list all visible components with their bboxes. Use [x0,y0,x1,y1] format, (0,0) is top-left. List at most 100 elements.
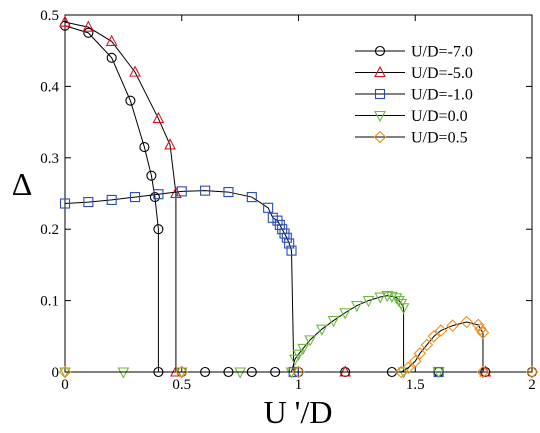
legend-item: U/D=-7.0 [355,44,473,61]
data-point [434,324,448,337]
data-point [476,365,490,379]
data-point [374,292,387,304]
data-point [392,296,405,308]
data-point [263,202,274,213]
data-point [476,326,490,340]
data-point [286,245,297,256]
data-point [149,192,160,203]
y-tick-label: 0.1 [40,294,59,310]
data-point [350,301,363,313]
data-point [59,198,71,209]
data-point [139,142,150,153]
data-point [339,365,352,377]
data-point [327,316,340,328]
data-point [223,187,234,198]
data-point [401,361,415,374]
data-point [175,365,189,379]
x-tick-label: 0.5 [172,377,191,393]
data-point [339,308,352,320]
data-point [125,95,136,106]
data-point [176,186,187,197]
data-point [362,296,375,308]
data-point [446,319,459,332]
data-point [82,20,95,32]
legend-marker [374,45,386,57]
legend-label: U/D=-5.0 [411,65,473,82]
series-line [64,190,439,373]
data-point [390,293,403,305]
data-point [413,347,427,360]
legend-marker [374,65,386,78]
y-tick-label: 0 [52,365,60,381]
series-line [65,295,439,373]
data-point [130,192,141,203]
legend-item: U/D=0.0 [355,108,468,125]
data-point [284,238,295,249]
data-series-layer [58,15,539,379]
data-point [432,367,445,379]
data-point [146,170,157,181]
legend-item: U/D=0.5 [355,130,468,147]
data-point [59,15,71,27]
series-3 [59,185,444,378]
legend-label: U/D=-7.0 [411,44,473,61]
legend-marker [374,110,386,123]
data-point [427,330,441,343]
data-point [83,27,94,38]
legend-marker [374,88,386,100]
x-tick-label: 1.5 [406,377,425,393]
data-point [164,138,176,150]
y-tick-label: 0.5 [40,8,59,24]
y-tick-label: 0.4 [40,79,59,95]
series-line [65,321,532,373]
data-point [106,52,117,63]
legend-label: U/D=0.5 [411,130,468,147]
data-point [472,318,485,332]
data-point [83,197,94,208]
legend-marker [373,130,387,144]
data-point [105,34,118,46]
series-4 [59,291,445,379]
y-axis-title: Δ [12,166,33,202]
data-point [292,365,305,379]
data-point [420,338,434,352]
axis-ticks: 0 0.5 1 1.5 2 0 0.1 0.2 0.3 0.4 0.5 [40,8,536,393]
x-tick-label: 0 [61,377,69,393]
data-point [152,111,165,124]
data-point [381,291,394,303]
data-point [246,192,257,203]
data-point [117,367,130,379]
data-point [460,315,473,329]
data-point [153,189,164,200]
data-point [297,343,310,356]
data-point [474,322,487,336]
data-point [315,324,328,336]
legend-label: U/D=-1.0 [411,87,473,104]
data-point [234,367,247,379]
data-point [106,194,117,205]
data-point [304,335,317,347]
data-point [525,365,539,379]
y-tick-label: 0.2 [40,222,59,238]
legend: U/D=-7.0 U/D=-5.0 U/D=-1.0 U/D=0.0 U/D=0.5 [355,44,473,147]
legend-item: U/D=-5.0 [355,65,473,82]
x-tick-label: 2 [528,377,536,393]
data-point [175,367,188,379]
legend-item: U/D=-1.0 [355,87,473,104]
x-tick-label: 1 [295,377,303,393]
data-point [289,354,301,366]
y-tick-label: 0.3 [40,151,59,167]
data-point [408,355,422,368]
data-point [281,232,292,243]
data-point [153,224,164,235]
series-5 [58,315,539,379]
data-point [129,65,141,77]
data-point [292,349,305,361]
data-point [200,185,211,196]
legend-label: U/D=0.0 [411,108,468,125]
data-point [59,367,71,379]
x-axis-title: U '/D [264,394,333,430]
data-point [58,365,72,379]
data-point [397,303,410,315]
